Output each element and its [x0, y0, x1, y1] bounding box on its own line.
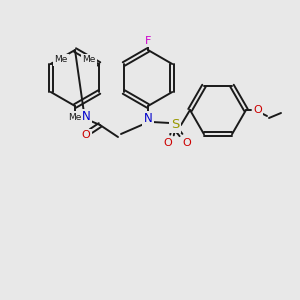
Text: Me: Me: [82, 56, 96, 64]
Text: H: H: [74, 112, 82, 122]
Text: O: O: [183, 138, 191, 148]
Text: N: N: [144, 112, 152, 125]
Text: N: N: [82, 110, 90, 124]
Text: S: S: [171, 118, 179, 131]
Text: O: O: [253, 105, 262, 115]
Text: Me: Me: [54, 56, 68, 64]
Text: O: O: [82, 130, 90, 140]
Text: Me: Me: [68, 112, 82, 122]
Text: F: F: [145, 36, 151, 46]
Text: O: O: [164, 138, 172, 148]
